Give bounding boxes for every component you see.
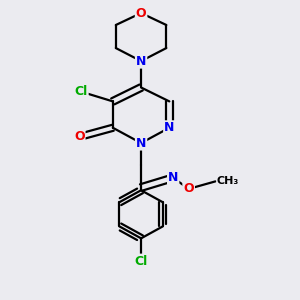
Text: Cl: Cl	[74, 85, 88, 98]
Text: O: O	[183, 182, 194, 195]
Text: N: N	[136, 55, 146, 68]
Text: N: N	[136, 136, 146, 150]
Text: Cl: Cl	[134, 255, 148, 268]
Text: O: O	[74, 130, 85, 143]
Text: CH₃: CH₃	[217, 176, 239, 186]
Text: O: O	[136, 7, 146, 20]
Text: N: N	[168, 171, 178, 184]
Text: N: N	[164, 121, 175, 134]
